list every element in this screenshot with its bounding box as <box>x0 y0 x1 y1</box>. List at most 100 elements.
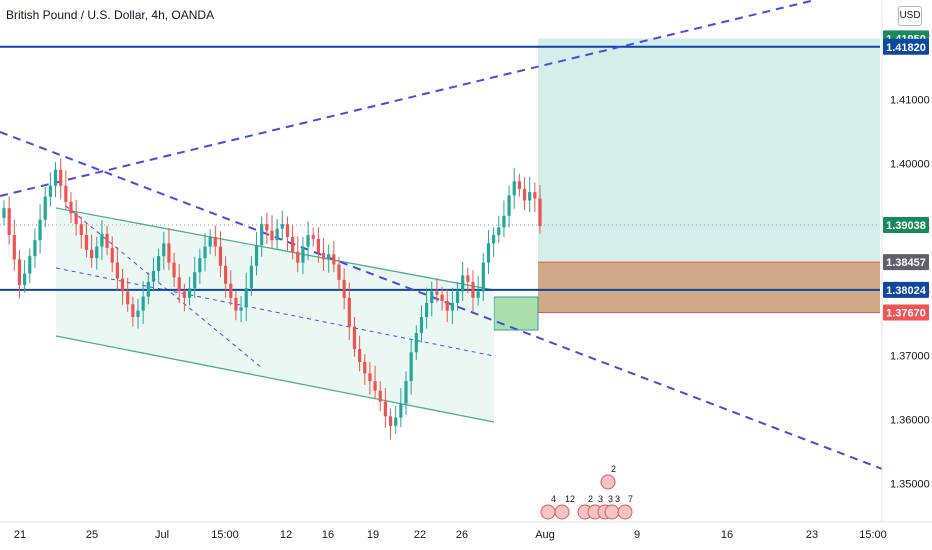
candle-body <box>497 227 501 236</box>
candle-body <box>476 291 480 298</box>
target-zone <box>538 38 880 263</box>
candle-body <box>528 192 532 201</box>
candle-body <box>285 224 290 237</box>
time-tick-label: 15:00 <box>211 529 239 541</box>
candle-body <box>440 294 444 302</box>
price-tick-label: 1.41000 <box>890 94 930 106</box>
candle-body <box>172 262 176 278</box>
candle-body <box>522 188 527 201</box>
candle-body <box>425 302 429 318</box>
time-tick-label: 12 <box>280 529 292 541</box>
candle-body <box>59 169 63 186</box>
candle-body <box>43 196 47 220</box>
price-label-entry: 1.38457 <box>886 257 926 269</box>
candle-body <box>296 251 300 263</box>
candle-body <box>517 181 521 189</box>
event-count: 7 <box>628 494 633 504</box>
candle-body <box>84 235 89 250</box>
time-tick-label: 19 <box>367 529 379 541</box>
price-label-badge <box>883 281 929 298</box>
candle-body <box>193 272 197 289</box>
candle-body <box>33 240 37 257</box>
candle-body <box>74 213 78 225</box>
candle-body <box>321 252 326 260</box>
candle-body <box>399 403 403 418</box>
currency-button[interactable]: USD <box>898 6 922 26</box>
time-tick-label: 16 <box>721 529 733 541</box>
candle-body <box>187 288 192 298</box>
candle-body <box>332 254 336 265</box>
candle-body <box>306 235 310 247</box>
candle-body <box>378 390 382 402</box>
candle-body <box>7 208 11 236</box>
candle-body <box>383 401 387 417</box>
price-label-stop: 1.37670 <box>886 308 926 320</box>
candle-body <box>445 301 449 311</box>
candle-body <box>291 236 295 252</box>
event-count: 3 <box>608 494 613 504</box>
candle-body <box>507 195 511 216</box>
channel-lower-line <box>55 335 495 423</box>
trade-zones <box>493 38 880 331</box>
time-tick-label: Jul <box>155 529 169 541</box>
candle-body <box>53 169 58 186</box>
candle-body <box>146 281 150 297</box>
candle-body <box>337 264 341 280</box>
candle-body <box>105 233 109 248</box>
price-label-badge <box>883 216 929 233</box>
time-tick-label: 25 <box>86 529 98 541</box>
candle-body <box>136 310 140 318</box>
time-axis: 21 25 Jul 15:00 12 16 19 22 26 Aug 9 16 23 15:00 <box>0 521 932 541</box>
candle-body <box>461 275 465 292</box>
chart-title: British Pound / U.S. Dollar, 4h, OANDA <box>6 8 215 22</box>
time-tick-label: Aug <box>535 529 555 541</box>
price-axis-bg <box>882 0 932 550</box>
candle-body <box>275 228 279 241</box>
candle-body <box>69 201 73 214</box>
candle-body <box>352 326 357 350</box>
trend-lines <box>0 0 886 471</box>
candle-body <box>486 243 491 263</box>
event-count: 12 <box>565 494 575 504</box>
candle-body <box>404 381 408 404</box>
candle-body <box>358 349 362 362</box>
candle-body <box>141 296 145 311</box>
price-label-support: 1.38024 <box>886 285 927 297</box>
falling-trendline <box>0 131 886 471</box>
time-tick-label: 26 <box>456 529 468 541</box>
candle-body <box>218 246 223 266</box>
candle-body <box>64 185 68 202</box>
candle-body <box>234 297 238 311</box>
candle-body <box>311 235 315 239</box>
candle-body <box>17 259 22 286</box>
candle-body <box>23 273 27 286</box>
candle-body <box>512 181 516 196</box>
candle-body <box>90 249 94 259</box>
candle-body <box>182 291 186 298</box>
candle-body <box>126 291 130 305</box>
candle-body <box>471 281 475 298</box>
candle-body <box>244 288 248 308</box>
candle-body <box>368 373 372 382</box>
candle-body <box>224 265 228 284</box>
candle-body <box>95 246 99 259</box>
time-tick-label: 22 <box>414 529 426 541</box>
time-tick-label: 21 <box>14 529 26 541</box>
candle-body <box>28 256 32 274</box>
candle-body <box>167 243 171 263</box>
candle-body <box>409 352 413 382</box>
candle-body <box>492 235 496 244</box>
candle-body <box>249 265 253 289</box>
channel-upper-line <box>55 207 495 291</box>
event-count: 2 <box>588 494 593 504</box>
candle-body <box>347 297 351 327</box>
event-count: 2 <box>611 464 616 474</box>
event-count: 3 <box>615 494 620 504</box>
candle-body <box>120 278 125 292</box>
candle-body <box>115 262 119 279</box>
candle-body <box>260 224 264 246</box>
event-count: 4 <box>551 494 556 504</box>
time-tick-label: 23 <box>806 529 818 541</box>
candle-body <box>533 192 537 199</box>
